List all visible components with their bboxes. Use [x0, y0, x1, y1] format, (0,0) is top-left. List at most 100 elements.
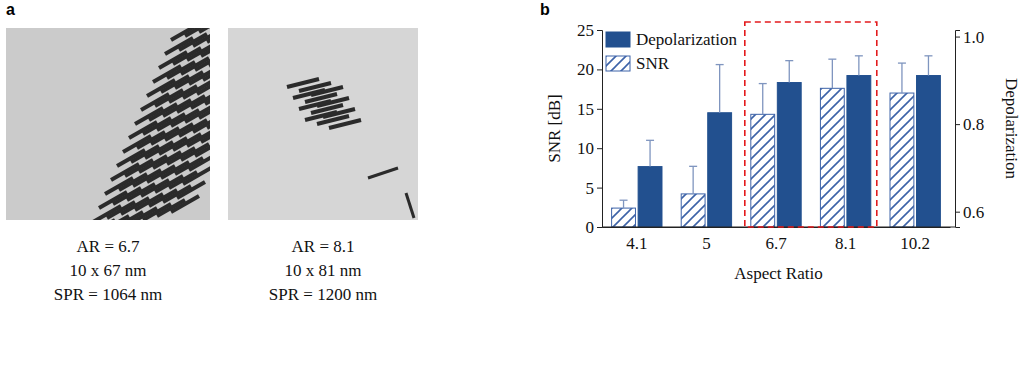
tick: 10.2: [900, 227, 930, 253]
tick-mark: [597, 227, 602, 228]
bar: [777, 83, 801, 227]
rod: [368, 168, 398, 178]
tick-mark: [597, 69, 602, 70]
rod: [101, 216, 129, 220]
tick: 4.1: [626, 227, 647, 253]
tick-label: 0.6: [963, 203, 984, 222]
error-bar-cap: [716, 64, 724, 65]
tick: 5: [702, 227, 711, 253]
legend-swatch: [606, 56, 630, 71]
image-caption: AR = 8.1: [292, 237, 355, 256]
tick-mark: [955, 212, 960, 213]
panel-label: b: [540, 1, 550, 18]
y2-axis-title: Depolarization: [1002, 78, 1021, 180]
error-bar: [785, 61, 793, 83]
rod: [203, 64, 210, 80]
tick-mark: [597, 148, 602, 149]
tick-label: 5: [586, 179, 595, 198]
error-bar-stem: [928, 56, 929, 76]
error-bar-cap: [759, 83, 767, 84]
y2-axis: 0.6 0.8 1.0: [955, 28, 984, 228]
tick-mark: [597, 30, 602, 31]
image-caption: SPR = 1064 nm: [54, 285, 162, 304]
bar: [612, 208, 636, 227]
error-bar: [689, 166, 697, 194]
tick-mark: [597, 188, 602, 189]
error-bar-stem: [649, 140, 650, 166]
tick-label: 0.8: [963, 115, 984, 134]
tick: 0.8: [955, 115, 984, 134]
error-bar-stem: [901, 63, 902, 93]
tick: 15: [577, 100, 602, 119]
image-background: [6, 28, 210, 220]
rod: [171, 196, 199, 212]
bar: [890, 93, 914, 227]
rod: [183, 168, 210, 184]
tem-image: [6, 28, 210, 220]
legend-item: Depolarization: [606, 30, 738, 49]
error-bar-stem: [832, 59, 833, 88]
tick: 25: [577, 21, 602, 40]
tick: 20: [577, 60, 602, 79]
error-bar: [855, 56, 863, 76]
rod: [191, 92, 210, 108]
tem-image: [228, 28, 418, 220]
x-axis-title: Aspect Ratio: [734, 264, 822, 283]
y-axis: 0510152025: [577, 21, 603, 237]
tick: 0.6: [955, 203, 984, 222]
error-bar-cap: [646, 140, 654, 141]
error-bar-stem: [623, 200, 624, 208]
bar: [638, 167, 662, 227]
figure: aAR = 6.710 x 67 nmSPR = 1064 nmAR = 8.1…: [0, 0, 1030, 390]
axis-line: [597, 31, 603, 228]
error-bar: [828, 59, 836, 88]
x-axis: 4.156.78.110.2: [603, 227, 951, 253]
rod: [329, 120, 361, 128]
rod: [199, 28, 210, 32]
tick-mark: [955, 124, 960, 125]
error-bar-cap: [785, 60, 793, 61]
rod: [189, 154, 210, 170]
legend: Depolarization SNR: [606, 30, 738, 73]
bar: [708, 113, 732, 227]
tick-label: 1.0: [963, 28, 984, 47]
tick-label: 6.7: [765, 234, 787, 253]
legend-swatch: [606, 32, 630, 47]
legend-label: Depolarization: [636, 30, 738, 49]
rod: [205, 88, 210, 104]
bar: [751, 114, 775, 227]
error-bar-cap: [689, 166, 697, 167]
error-bar-cap: [620, 200, 628, 201]
rod: [209, 50, 210, 66]
error-bar-cap: [855, 55, 863, 56]
rod: [199, 102, 210, 118]
tick-label: 5: [702, 234, 711, 253]
image-caption: SPR = 1200 nm: [269, 285, 377, 304]
bar: [847, 76, 871, 227]
image-caption: 10 x 67 nm: [70, 261, 147, 280]
tick-label: 25: [577, 21, 594, 40]
tick-mark: [955, 37, 960, 38]
error-bar: [898, 63, 906, 93]
panel-label: a: [6, 1, 15, 18]
rod: [406, 193, 414, 218]
rod: [177, 182, 205, 198]
axis-line: [956, 31, 961, 228]
tick-label: 4.1: [626, 234, 647, 253]
error-bar: [716, 65, 724, 113]
tick-label: 15: [577, 100, 594, 119]
error-bar-stem: [789, 61, 790, 83]
plot-marks: [612, 56, 941, 227]
tick: 0: [586, 218, 603, 237]
error-bar: [759, 84, 767, 115]
tick-mark: [597, 109, 602, 110]
tick: 5: [586, 179, 603, 198]
tick: 6.7: [765, 227, 787, 253]
y-axis-title: SNR [dB]: [545, 94, 564, 162]
tick-label: 10.2: [900, 234, 930, 253]
legend-label: SNR: [636, 54, 670, 73]
highlight-box: [745, 22, 877, 227]
tick-label: 0: [586, 218, 595, 237]
tick: 1.0: [955, 28, 984, 47]
image-caption: 10 x 81 nm: [285, 261, 362, 280]
